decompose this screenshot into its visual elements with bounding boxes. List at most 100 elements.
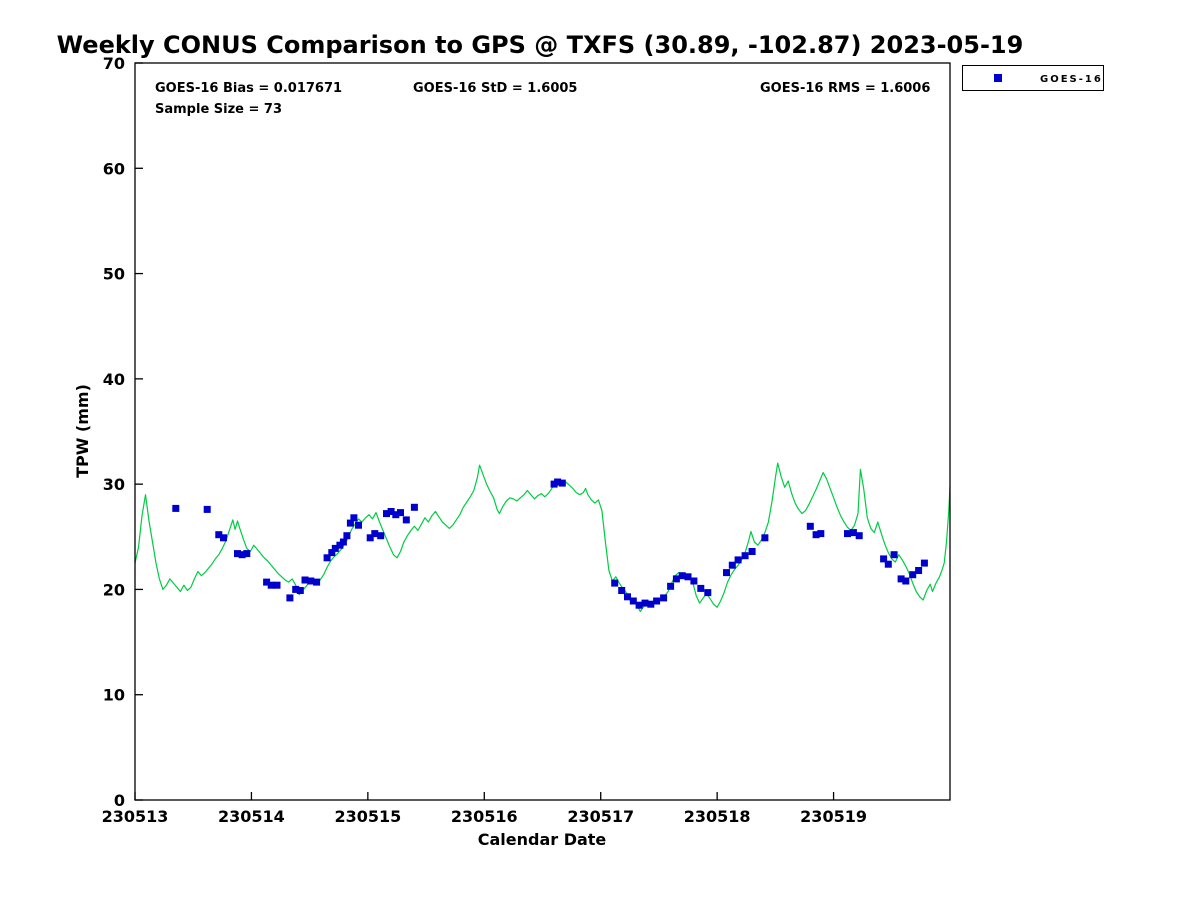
goes16-marker	[684, 573, 692, 581]
goes16-marker	[672, 575, 680, 583]
goes16-marker	[748, 548, 756, 555]
goes16-marker	[371, 530, 379, 538]
y-tick-label: 70	[103, 54, 125, 73]
plot-box	[134, 62, 951, 801]
goes16-marker	[397, 509, 404, 517]
goes16-marker	[641, 599, 649, 607]
y-tick-label: 40	[103, 370, 125, 389]
goes16-marker	[366, 534, 374, 542]
goes16-marker	[307, 577, 315, 585]
goes16-marker	[339, 538, 347, 546]
goes16-marker	[238, 551, 246, 559]
gps-line	[134, 462, 951, 613]
goes16-marker	[678, 572, 686, 580]
goes16-marker	[383, 510, 390, 518]
goes16-marker	[761, 534, 769, 542]
goes16-marker	[343, 532, 351, 540]
goes16-marker	[402, 516, 410, 524]
y-axis-label: TPW (mm)	[73, 384, 92, 478]
goes16-marker	[410, 503, 418, 511]
goes16-marker	[313, 578, 321, 586]
goes16-marker	[890, 551, 898, 559]
goes16-marker	[611, 579, 619, 587]
goes16-marker	[880, 555, 888, 563]
goes16-marker	[849, 529, 857, 537]
goes16-marker	[855, 532, 863, 540]
legend-box	[962, 65, 1104, 91]
x-tick-label: 230514	[218, 807, 285, 826]
goes16-marker	[704, 589, 712, 597]
goes16-marker	[618, 587, 626, 594]
plot-area: 0 10 20 30 40 50 60 70 230513 230514 230515 230516 2…	[102, 54, 951, 826]
goes16-marker	[267, 581, 275, 589]
legend: GOES-16	[962, 65, 1104, 91]
goes16-marker	[915, 567, 923, 574]
goes16-marker	[215, 531, 223, 539]
goes16-marker	[884, 560, 892, 568]
goes16-marker	[292, 585, 300, 593]
goes16-marker	[350, 514, 358, 522]
x-tick-label: 230513	[102, 807, 169, 826]
x-tick-label: 230515	[334, 807, 401, 826]
y-tick-label: 20	[103, 580, 125, 599]
goes16-marker	[690, 577, 698, 585]
goes16-marker	[286, 594, 294, 602]
goes16-marker	[203, 505, 211, 513]
goes16-marker	[806, 522, 814, 530]
goes16-marker	[844, 530, 851, 538]
goes16-marker	[635, 601, 643, 609]
y-tick-label: 30	[103, 475, 125, 494]
goes16-marker	[558, 479, 566, 487]
x-tick-label: 230519	[800, 807, 867, 826]
goes16-marker	[667, 582, 675, 590]
x-tick-label: 230517	[567, 807, 634, 826]
goes16-marker	[234, 550, 241, 558]
goes16-marker	[897, 575, 905, 583]
goes16-marker	[653, 597, 661, 605]
y-tick-label: 60	[103, 159, 125, 178]
goes16-marker	[273, 581, 281, 589]
goes16-marker	[728, 561, 736, 569]
stat-sample-size: Sample Size = 73	[155, 102, 282, 117]
legend-label-goes16: GOES-16	[1040, 74, 1103, 85]
goes16-marker	[723, 569, 730, 577]
goes16-marker	[817, 530, 825, 538]
goes16-marker	[902, 577, 910, 585]
goes16-marker	[554, 478, 562, 486]
x-tick-label: 230518	[684, 807, 751, 826]
goes16-marker	[812, 531, 820, 539]
x-axis-label: Calendar Date	[478, 830, 607, 849]
y-tick-label: 50	[103, 265, 125, 284]
goes16-marker	[629, 597, 637, 605]
goes16-marker	[920, 559, 928, 567]
y-tick-label: 0	[114, 791, 125, 810]
goes16-marker	[263, 578, 271, 586]
goes16-marker	[323, 554, 331, 562]
goes16-marker	[331, 544, 339, 552]
goes16-marker	[387, 508, 395, 515]
goes16-marker	[741, 552, 749, 560]
x-tick-label: 230516	[451, 807, 518, 826]
goes16-marker	[909, 571, 917, 579]
goes16-marker	[243, 550, 251, 558]
stat-rms: GOES-16 RMS = 1.6006	[760, 81, 930, 96]
goes16-marker	[647, 600, 655, 608]
legend-marker-goes16-icon	[994, 74, 1002, 82]
stat-std: GOES-16 StD = 1.6005	[413, 81, 577, 96]
goes16-marker	[301, 576, 309, 584]
goes16-marker	[660, 594, 668, 602]
goes16-marker	[346, 519, 354, 527]
goes16-marker	[624, 593, 631, 601]
chart-title: Weekly CONUS Comparison to GPS @ TXFS (3…	[57, 31, 1024, 59]
goes16-marker	[392, 511, 400, 519]
goes16-marker	[296, 587, 304, 594]
goes16-marker	[377, 532, 385, 540]
goes16-marker	[697, 584, 705, 592]
goes16-marker	[355, 521, 362, 529]
y-tick-label: 10	[103, 686, 125, 705]
goes16-marker	[172, 504, 180, 512]
goes16-marker	[734, 556, 742, 564]
stat-bias: GOES-16 Bias = 0.017671	[155, 81, 342, 96]
